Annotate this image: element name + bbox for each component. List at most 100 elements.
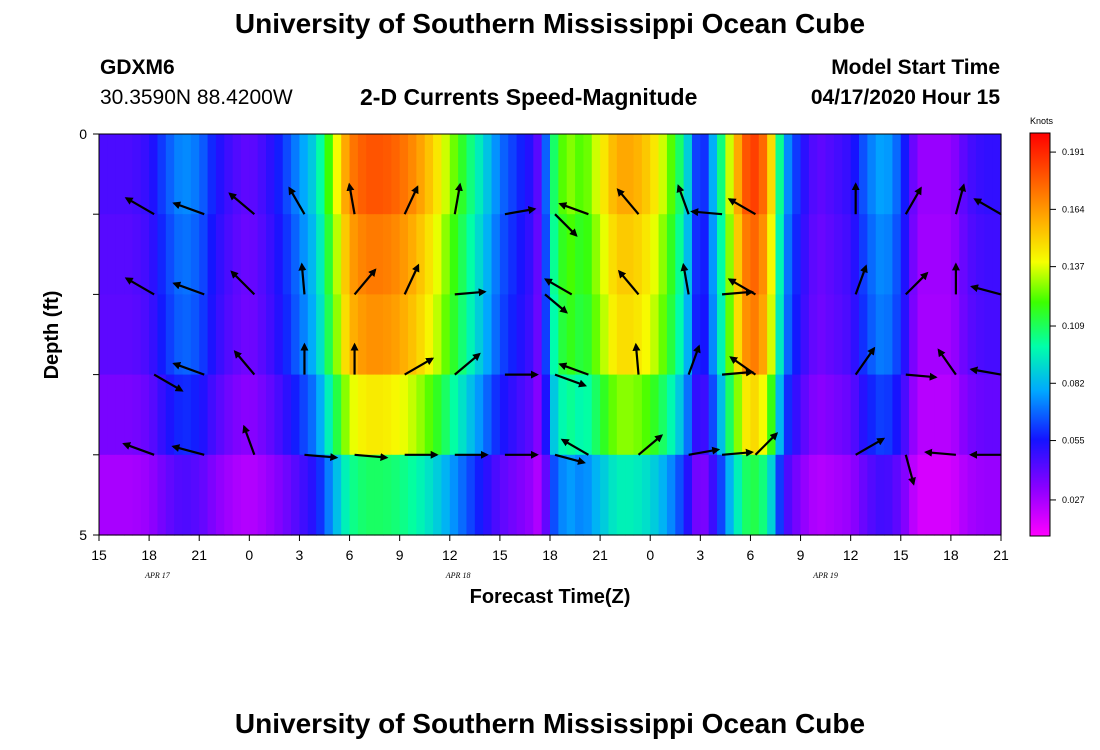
heatmap-cell [792,294,802,376]
heatmap-cell [466,454,476,536]
heatmap-cell [541,294,551,376]
heatmap-cell [591,454,601,536]
heatmap-cell [533,374,543,456]
heatmap-cell [842,454,852,536]
current-vector-arrow [637,434,664,456]
heatmap-cell [391,294,401,376]
heatmap-cell [691,374,701,456]
heatmap-cell [474,454,484,536]
heatmap-cell [600,454,610,536]
heatmap-cell [199,454,209,536]
heatmap-cell [366,214,376,295]
heatmap-cell [174,214,184,295]
heatmap-cell [792,134,802,215]
current-vector-arrow [973,198,1002,216]
current-vector-arrow [970,284,1002,296]
current-vector-arrow [854,264,868,295]
heatmap-cell [775,374,785,456]
heatmap-cell [934,214,944,295]
heatmap-cell [483,454,493,536]
heatmap-cell [666,454,676,536]
heatmap-cell [867,374,877,456]
heatmap-cell [742,374,752,456]
heatmap-cell [842,134,852,215]
heatmap-cell [541,374,551,456]
heatmap-cell [942,454,952,536]
current-vector-arrow [904,454,916,486]
plot-title: 2-D Currents Speed-Magnitude [360,84,698,110]
heatmap-cell [808,214,818,295]
heatmap-cell [499,294,509,376]
heatmap-cell [742,294,752,376]
heatmap-cell [508,214,518,295]
heatmap-cell [959,294,969,376]
heatmap-cell [725,374,735,456]
heatmap-cell [884,214,894,295]
heatmap-cell [232,214,242,295]
heatmap-cell [366,374,376,456]
heatmap-cell [942,294,952,376]
x-tick-label: 15 [893,547,909,563]
heatmap-cell [483,294,493,376]
heatmap-cell [658,294,668,376]
heatmap-cell [808,454,818,536]
heatmap-cell [399,294,409,376]
heatmap-cell [884,294,894,376]
heatmap-cell [307,134,317,215]
heatmap-cell [700,374,710,456]
colorbar-tick-label: 0.164 [1062,204,1085,214]
x-tick-label: 0 [245,547,253,563]
heatmap-cell [558,294,568,376]
heatmap-cell [282,454,292,536]
heatmap-cell [408,134,417,215]
heatmap-cell [524,134,534,215]
heatmap-cell [750,134,760,215]
heatmap-cell [909,294,919,376]
heatmap-cell [307,214,317,295]
heatmap-cell [299,134,309,215]
heatmap-cell [382,374,392,456]
heatmap-cell [449,214,459,295]
current-vector-arrow [754,432,779,456]
heatmap-cell [466,134,476,215]
heatmap-cell [875,294,885,376]
heatmap-cell [107,454,117,536]
heatmap-cell [524,374,534,456]
heatmap-cell [424,454,434,536]
heatmap-cell [391,454,401,536]
heatmap-cell [157,294,167,376]
current-vector-arrow [721,288,754,297]
heatmap-cell [992,454,1002,536]
heatmap-cell [99,454,108,536]
current-vector-arrow [403,185,419,215]
heatmap-cell [717,134,726,215]
heatmap-cell [616,454,626,536]
heatmap-cell [591,134,601,215]
heatmap-cell [157,454,167,536]
heatmap-cell [950,374,960,456]
current-vector-arrow [304,453,339,462]
heatmap-cell [975,294,985,376]
heatmap-cell [232,374,242,456]
heatmap-cell [332,454,342,536]
heatmap-cell [374,454,384,536]
heatmap-cell [808,374,818,456]
heatmap-cell [558,134,568,215]
heatmap-cell [508,294,518,376]
heatmap-cell [132,454,142,536]
x-tick-label: 6 [346,547,354,563]
heatmap-cell [291,454,301,536]
heatmap-cell [324,454,334,536]
heatmap-cell [625,294,635,376]
heatmap-cell [608,214,618,295]
heatmap-cell [600,134,610,215]
heatmap-cell [174,374,184,456]
heatmap-cell [875,214,885,295]
heatmap-cell [683,134,693,215]
heatmap-cell [733,214,743,295]
heatmap-cell [541,134,551,215]
heatmap-cell [190,214,200,295]
heatmap-cell [917,374,927,456]
heatmap-cell [758,294,768,376]
current-vector-arrow [969,366,1002,376]
